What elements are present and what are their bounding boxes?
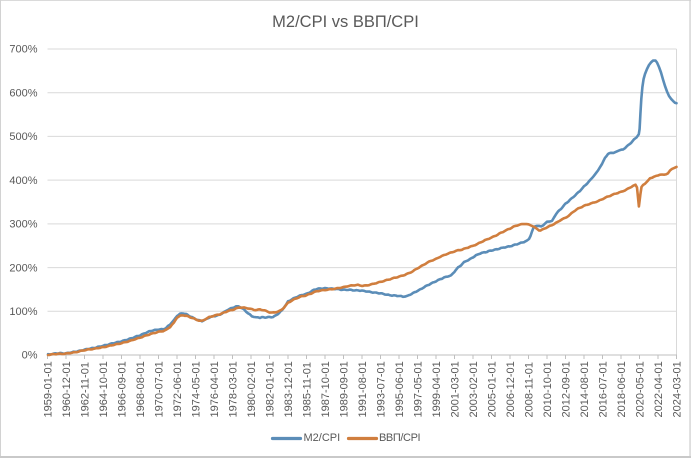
svg-text:2024-03-01: 2024-03-01: [671, 361, 683, 417]
svg-text:1997-05-01: 1997-05-01: [412, 361, 424, 417]
svg-text:1999-04-01: 1999-04-01: [431, 361, 443, 417]
svg-text:400%: 400%: [9, 175, 37, 187]
svg-text:2001-03-01: 2001-03-01: [449, 361, 461, 417]
svg-text:2022-04-01: 2022-04-01: [653, 361, 665, 417]
svg-text:2010-10-01: 2010-10-01: [542, 361, 554, 417]
svg-text:600%: 600%: [9, 87, 37, 99]
svg-text:M2/CPI vs ВВП/CPI: M2/CPI vs ВВП/CPI: [272, 13, 419, 31]
svg-text:2006-12-01: 2006-12-01: [505, 361, 517, 417]
svg-text:1976-04-01: 1976-04-01: [209, 361, 221, 417]
svg-text:1995-06-01: 1995-06-01: [394, 361, 406, 417]
svg-text:1968-08-01: 1968-08-01: [135, 361, 147, 417]
svg-text:2003-02-01: 2003-02-01: [468, 361, 480, 417]
svg-text:2008-11-01: 2008-11-01: [523, 362, 535, 417]
svg-text:1989-09-01: 1989-09-01: [338, 361, 350, 417]
svg-text:1985-11-01: 1985-11-01: [301, 362, 313, 417]
svg-text:1993-07-01: 1993-07-01: [375, 361, 387, 417]
svg-text:1980-02-01: 1980-02-01: [246, 361, 258, 417]
svg-text:M2/CPI: M2/CPI: [304, 432, 341, 444]
svg-text:1970-07-01: 1970-07-01: [153, 361, 165, 417]
svg-text:1959-01-01: 1959-01-01: [42, 361, 54, 417]
svg-text:1991-08-01: 1991-08-01: [357, 361, 369, 417]
svg-text:1983-12-01: 1983-12-01: [283, 361, 295, 417]
svg-text:1964-10-01: 1964-10-01: [98, 361, 110, 417]
svg-text:1978-03-01: 1978-03-01: [227, 361, 239, 417]
svg-text:1962-11-01: 1962-11-01: [79, 362, 91, 417]
svg-text:1960-12-01: 1960-12-01: [61, 361, 73, 417]
svg-text:2016-07-01: 2016-07-01: [597, 361, 609, 417]
svg-text:1987-10-01: 1987-10-01: [320, 361, 332, 417]
svg-text:200%: 200%: [9, 262, 37, 274]
svg-text:100%: 100%: [9, 306, 37, 318]
svg-text:500%: 500%: [9, 131, 37, 143]
svg-text:2014-08-01: 2014-08-01: [579, 361, 591, 417]
svg-text:1966-09-01: 1966-09-01: [116, 361, 128, 417]
svg-text:1974-05-01: 1974-05-01: [190, 361, 202, 417]
svg-text:0%: 0%: [22, 350, 38, 362]
svg-text:2020-05-01: 2020-05-01: [634, 361, 646, 417]
svg-text:2018-06-01: 2018-06-01: [616, 361, 628, 417]
svg-text:2005-01-01: 2005-01-01: [486, 361, 498, 417]
svg-text:ВВП/CPI: ВВП/CPI: [379, 432, 421, 444]
svg-text:300%: 300%: [9, 219, 37, 231]
svg-text:2012-09-01: 2012-09-01: [560, 361, 572, 417]
svg-text:1972-06-01: 1972-06-01: [172, 361, 184, 417]
svg-text:700%: 700%: [9, 44, 37, 56]
svg-text:1982-01-01: 1982-01-01: [264, 361, 276, 417]
